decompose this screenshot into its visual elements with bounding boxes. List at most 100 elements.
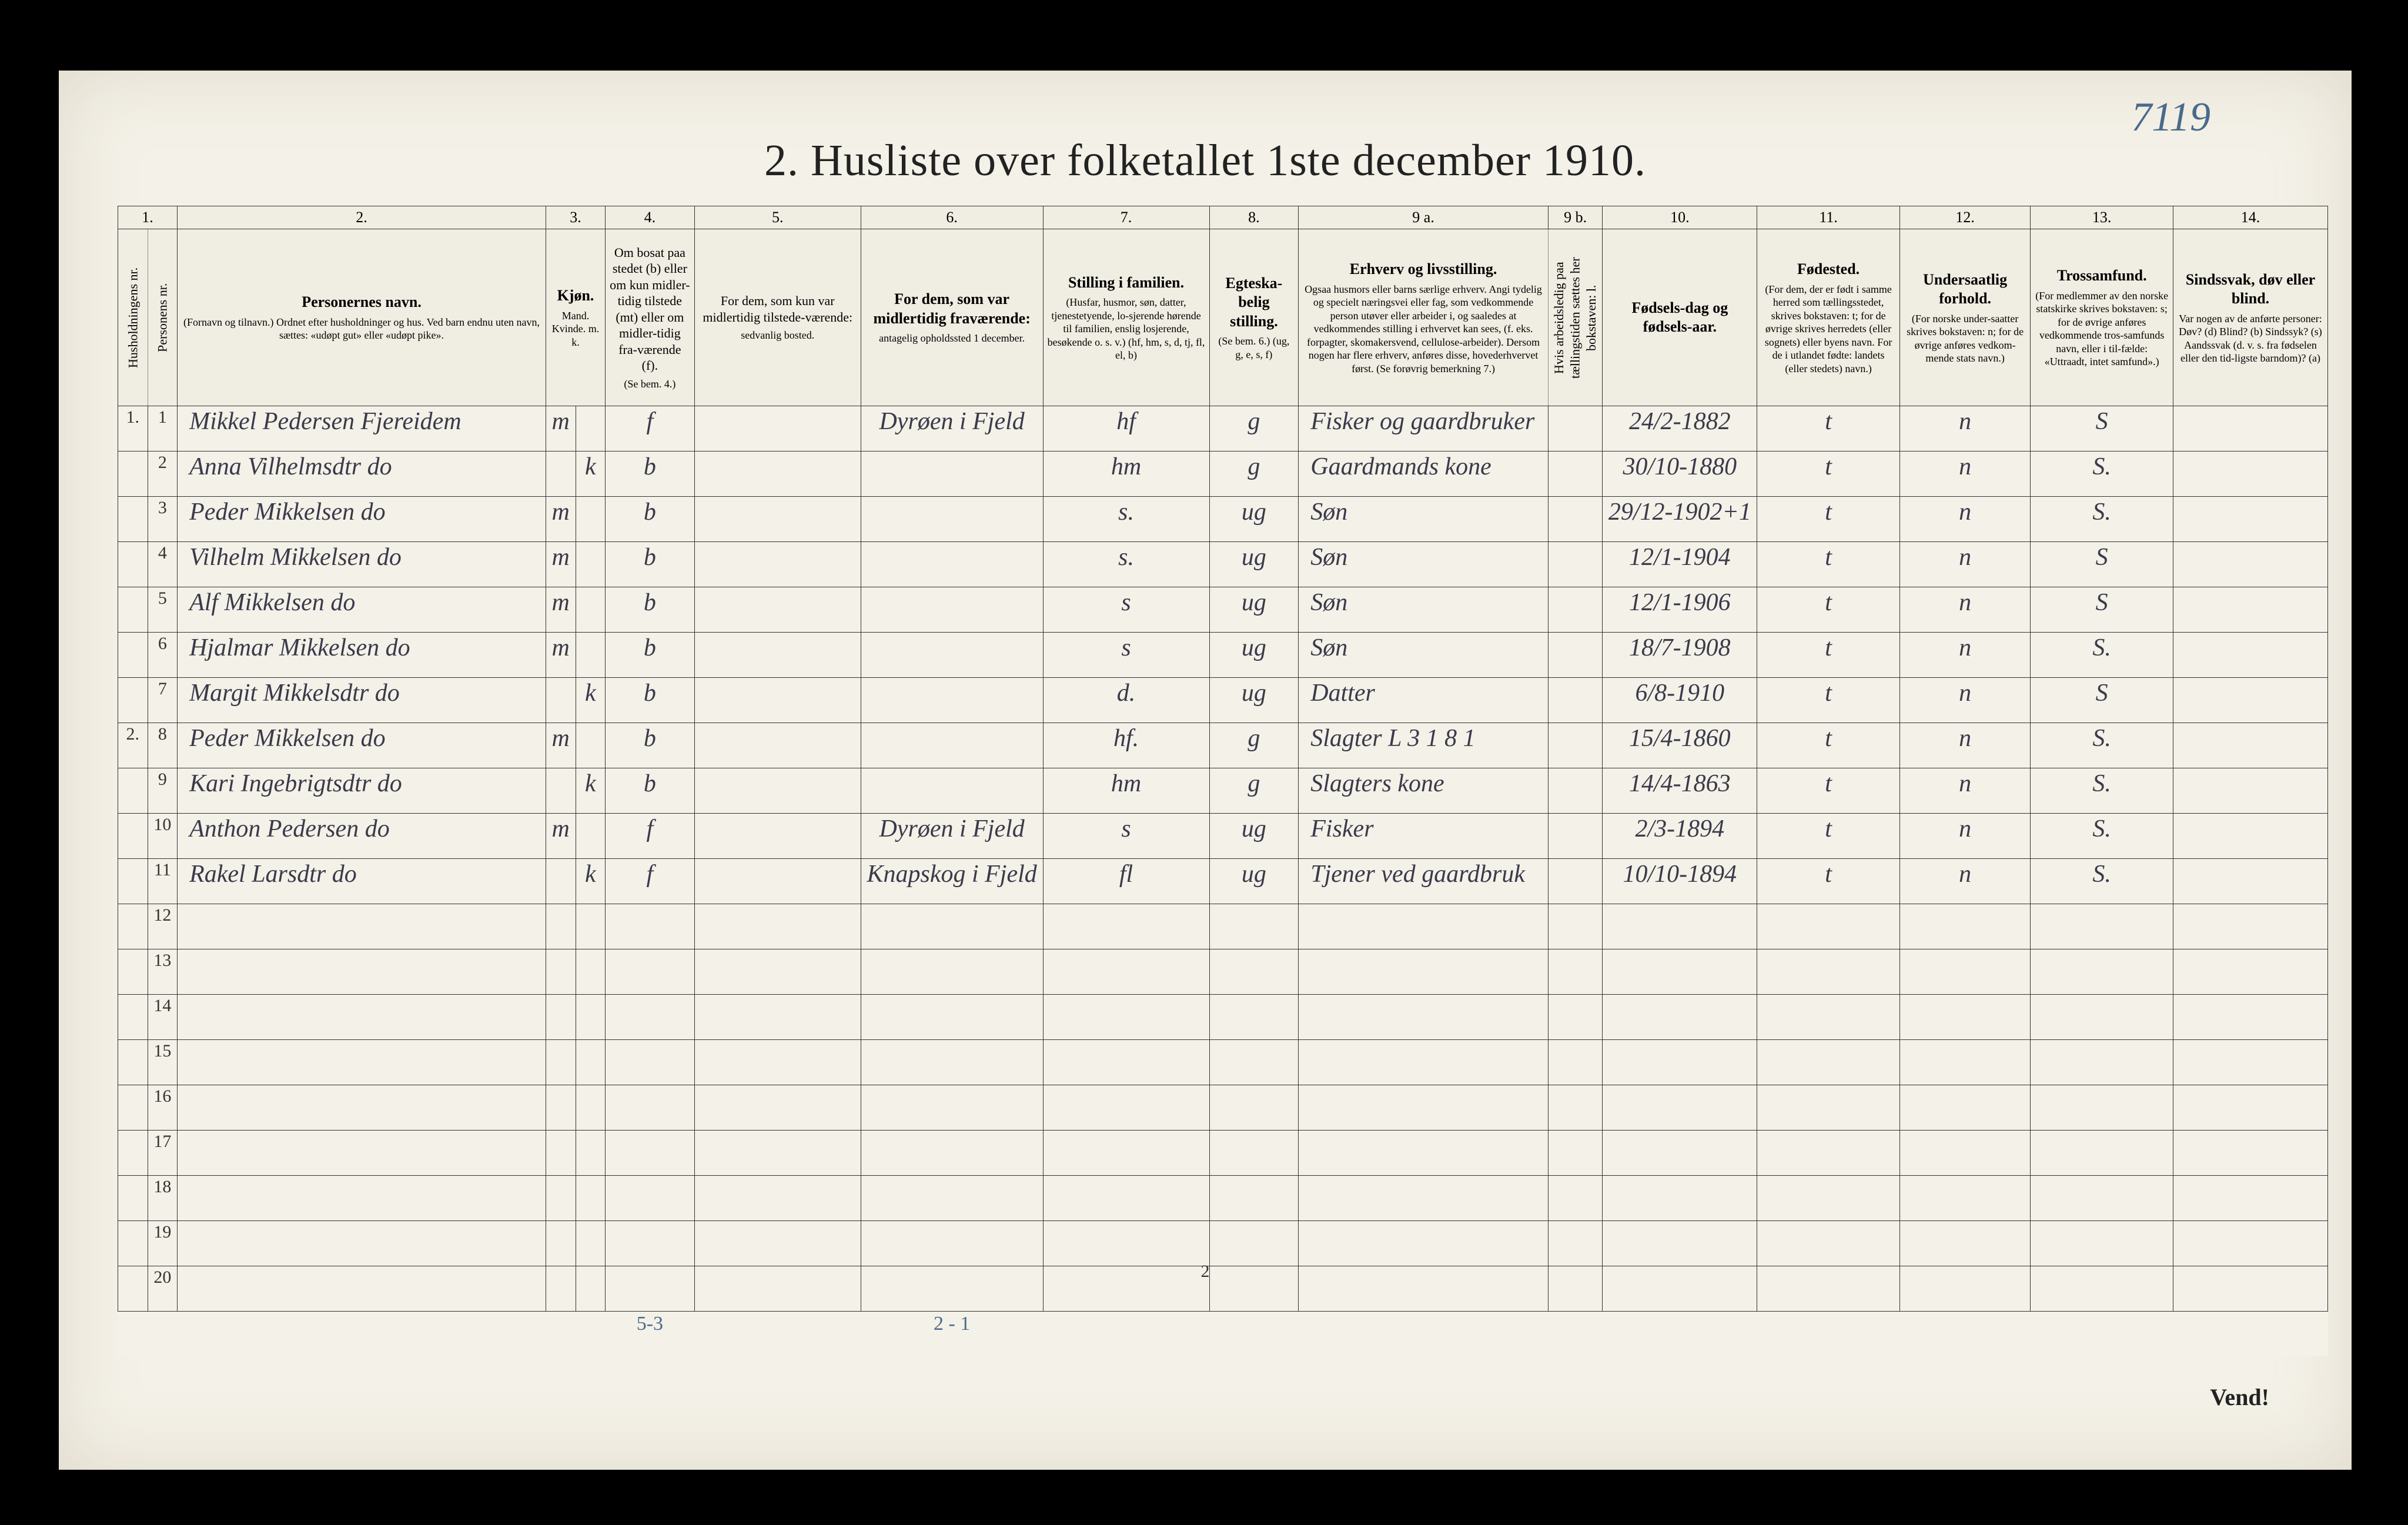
census-body: 1.1Mikkel Pedersen FjereidemmfDyrøen i F… xyxy=(118,406,2328,1357)
hdr-religion: Trossamfund. (For medlemmer av den norsk… xyxy=(2031,229,2173,406)
hdr-temp-absent: For dem, som var midlertidig fraværende:… xyxy=(861,229,1043,406)
cell-empty xyxy=(606,995,695,1040)
cell-empty xyxy=(1209,1221,1299,1266)
cell-household-no xyxy=(118,904,148,949)
cell-empty xyxy=(546,1040,576,1085)
cell-sex-k xyxy=(576,723,606,768)
cell-empty xyxy=(178,1221,546,1266)
cell-empty xyxy=(1757,949,1900,995)
cell-dob: 30/10-1880 xyxy=(1603,452,1757,497)
cell-empty xyxy=(694,1040,861,1085)
cell-religion: S xyxy=(2031,587,2173,633)
cell-empty xyxy=(546,1131,576,1176)
cell-household-no: 1. xyxy=(118,406,148,452)
cell-empty xyxy=(2173,904,2328,949)
hdr-sex: Kjøn. Mand. Kvinde. m. k. xyxy=(546,229,605,406)
cell-occupation: Slagters kone xyxy=(1299,768,1549,814)
table-row: 7Margit Mikkelsdtr dokbd.ugDatter6/8-191… xyxy=(118,678,2328,723)
cell-empty xyxy=(1899,1085,2030,1131)
cell-household-no xyxy=(118,1221,148,1266)
cell-residence: b xyxy=(606,542,695,587)
colnum-11: 11. xyxy=(1757,206,1900,229)
cell-nationality: n xyxy=(1899,633,2030,678)
cell-empty xyxy=(1548,1221,1603,1266)
cell-empty xyxy=(1299,995,1549,1040)
cell-religion: S. xyxy=(2031,814,2173,859)
table-row-empty: 12 xyxy=(118,904,2328,949)
cell-empty xyxy=(1899,949,2030,995)
cell-disability xyxy=(2173,542,2328,587)
cell-empty xyxy=(2173,949,2328,995)
cell-person-no: 17 xyxy=(148,1131,178,1176)
cell-empty xyxy=(1043,1176,1209,1221)
cell-sex-m: m xyxy=(546,587,576,633)
cell-person-no: 15 xyxy=(148,1040,178,1085)
cell-empty xyxy=(1899,1176,2030,1221)
hdr-residence: Om bosat paa stedet (b) eller om kun mid… xyxy=(606,229,695,406)
hdr-birthplace: Fødested. (For dem, der er født i samme … xyxy=(1757,229,1900,406)
cell-religion: S. xyxy=(2031,497,2173,542)
colnum-13: 13. xyxy=(2031,206,2173,229)
cell-empty xyxy=(1603,1040,1757,1085)
cell-marital: g xyxy=(1209,452,1299,497)
cell-family-pos: s. xyxy=(1043,497,1209,542)
cell-empty xyxy=(546,1221,576,1266)
cell-unemployed xyxy=(1548,859,1603,904)
census-page: 7119 2. Husliste over folketallet 1ste d… xyxy=(59,71,2352,1470)
cell-empty xyxy=(2173,1176,2328,1221)
cell-household-no: 2. xyxy=(118,723,148,768)
cell-temp-absent xyxy=(861,768,1043,814)
tally-col4: 5-3 xyxy=(606,1312,695,1357)
hdr-occupation-sub: Ogsaa husmors eller barns særlige erhver… xyxy=(1302,283,1544,376)
hdr-birthplace-sub: (For dem, der er født i samme herred som… xyxy=(1761,283,1896,376)
cell-empty xyxy=(1603,995,1757,1040)
cell-temp-absent xyxy=(861,587,1043,633)
cell-nationality: n xyxy=(1899,768,2030,814)
cell-empty xyxy=(178,1176,546,1221)
cell-residence: b xyxy=(606,678,695,723)
cell-empty xyxy=(576,1221,606,1266)
cell-name: Mikkel Pedersen Fjereidem xyxy=(178,406,546,452)
cell-empty xyxy=(861,1221,1043,1266)
cell-temp-absent xyxy=(861,542,1043,587)
cell-sex-k: k xyxy=(576,859,606,904)
cell-unemployed xyxy=(1548,678,1603,723)
hdr-temp-absent-sub: antagelig opholdssted 1 december. xyxy=(865,332,1039,345)
cell-person-no: 14 xyxy=(148,995,178,1040)
cell-occupation: Slagter L 3 1 8 1 xyxy=(1299,723,1549,768)
cell-household-no xyxy=(118,768,148,814)
cell-empty xyxy=(694,995,861,1040)
hdr-sex-title: Kjøn. xyxy=(557,287,594,304)
cell-family-pos: hf xyxy=(1043,406,1209,452)
cell-empty xyxy=(1757,1176,1900,1221)
cell-religion: S xyxy=(2031,406,2173,452)
cell-empty xyxy=(2173,1221,2328,1266)
hdr-marital-sub: (Se bem. 6.) (ug, g, e, s, f) xyxy=(1213,335,1295,361)
column-number-row: 1. 2. 3. 4. 5. 6. 7. 8. 9 a. 9 b. 10. 11… xyxy=(118,206,2328,229)
cell-sex-k: k xyxy=(576,678,606,723)
cell-dob: 2/3-1894 xyxy=(1603,814,1757,859)
cell-dob: 6/8-1910 xyxy=(1603,678,1757,723)
cell-person-no: 1 xyxy=(148,406,178,452)
table-row: 4Vilhelm Mikkelsen dombs.ugSøn12/1-1904t… xyxy=(118,542,2328,587)
cell-temp-absent xyxy=(861,723,1043,768)
cell-empty xyxy=(1299,1131,1549,1176)
cell-household-no xyxy=(118,1131,148,1176)
cell-empty xyxy=(546,1176,576,1221)
colnum-10: 10. xyxy=(1603,206,1757,229)
cell-sex-k xyxy=(576,814,606,859)
cell-empty xyxy=(1603,1085,1757,1131)
colnum-3: 3. xyxy=(546,206,605,229)
cell-empty xyxy=(1899,1131,2030,1176)
cell-person-no: 7 xyxy=(148,678,178,723)
cell-empty xyxy=(1899,995,2030,1040)
cell-empty xyxy=(861,1085,1043,1131)
cell-birthplace: t xyxy=(1757,452,1900,497)
cell-empty xyxy=(2031,1221,2173,1266)
cell-temp-present xyxy=(694,542,861,587)
cell-empty xyxy=(1209,1085,1299,1131)
cell-empty xyxy=(1548,904,1603,949)
cell-empty xyxy=(1548,995,1603,1040)
column-header-row: Husholdningens nr. Personens nr. Persone… xyxy=(118,229,2328,406)
cell-temp-absent: Dyrøen i Fjeld xyxy=(861,814,1043,859)
